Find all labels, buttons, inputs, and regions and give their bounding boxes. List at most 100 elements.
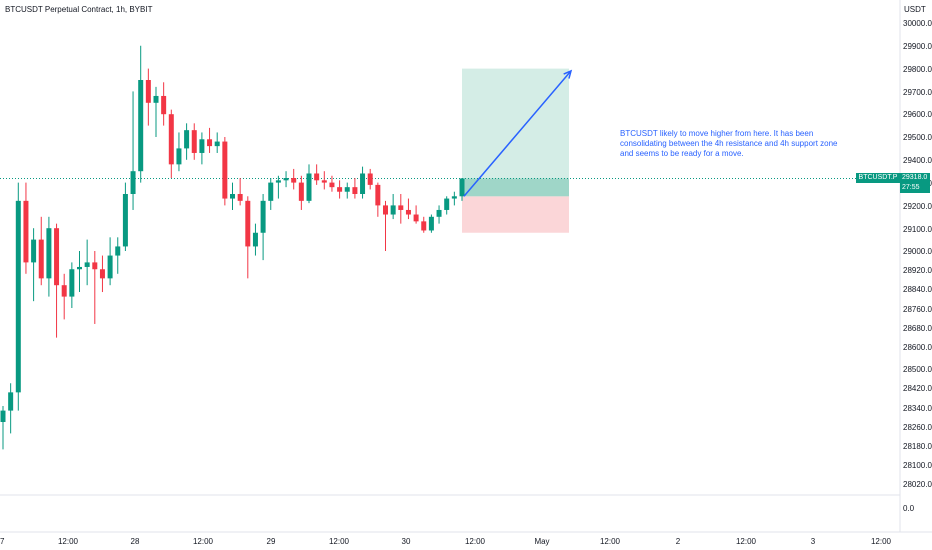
y-tick-label: 28760.0 [903, 305, 932, 314]
candle-body [31, 239, 37, 263]
candle-body [360, 173, 366, 194]
candle-body [283, 178, 289, 181]
candle-body [23, 200, 29, 263]
candle-body [367, 173, 373, 185]
y-tick-label: 29000.0 [903, 247, 932, 256]
candle-body [421, 221, 427, 231]
x-tick-label: 12:00 [871, 537, 892, 546]
candle-body [291, 178, 297, 183]
y-tick-label: 29800.0 [903, 65, 932, 74]
x-tick-label: 7 [0, 537, 5, 546]
last-price-label: 29318.0 27:55 [900, 173, 930, 193]
y-tick-label: 28840.0 [903, 285, 932, 294]
candle-body [398, 205, 404, 210]
candle-body [130, 171, 136, 194]
candle-body [298, 182, 304, 201]
candle-body [275, 180, 281, 183]
candle-body [314, 173, 320, 181]
y-tick-label: 29600.0 [903, 110, 932, 119]
candle-body [390, 205, 396, 215]
last-price-value: 29318.0 [902, 174, 928, 181]
candle-body [107, 255, 113, 279]
candle-body [207, 139, 213, 147]
candle-body [0, 410, 6, 422]
candle-body [268, 182, 274, 201]
candle-body [99, 269, 105, 279]
candle-body [199, 139, 205, 153]
candle-body [191, 130, 197, 153]
y-tick-label: 28600.0 [903, 343, 932, 352]
x-tick-label: 12:00 [193, 537, 214, 546]
y-tick-label: 29100.0 [903, 225, 932, 234]
symbol-tag: BTCUSDT.P [856, 173, 900, 183]
candle-body [375, 184, 381, 206]
candle-body [46, 228, 52, 279]
candle-body [84, 262, 90, 267]
currency-label: USDT [904, 5, 926, 14]
chart-annotation[interactable]: BTCUSDT likely to move higher from here.… [620, 129, 838, 158]
x-tick-label: 12:00 [58, 537, 79, 546]
candle-body [413, 214, 419, 222]
candle-body [8, 392, 14, 411]
y-tick-label: 28680.0 [903, 324, 932, 333]
candle-body [145, 80, 151, 103]
y-tick-label: 28500.0 [903, 365, 932, 374]
candle-body [436, 209, 442, 217]
forecast-arrow-line [463, 70, 572, 197]
y-tick-label: 28100.0 [903, 461, 932, 470]
y-tick-label: 28420.0 [903, 384, 932, 393]
candle-body [161, 95, 167, 115]
y-tick-label: 29900.0 [903, 42, 932, 51]
candle-body [138, 80, 144, 172]
candle-body [69, 269, 75, 297]
y-tick-label: 29200.0 [903, 202, 932, 211]
x-tick-label: 29 [267, 537, 276, 546]
candle-body [230, 194, 235, 199]
candle-body [306, 173, 312, 201]
y-tick-label: 28180.0 [903, 442, 932, 451]
x-tick-label: May [534, 537, 549, 546]
candle-body [176, 148, 182, 165]
y-tick-label: 28020.0 [903, 480, 932, 489]
candle-body [428, 216, 434, 231]
candle-body [444, 198, 450, 210]
x-tick-label: 12:00 [736, 537, 757, 546]
candle-body [383, 205, 388, 215]
candle-body [214, 141, 220, 147]
forecast-arrow-head [563, 69, 573, 79]
candle-body [61, 285, 67, 297]
candle-body [184, 130, 190, 149]
y-tick-label: 29500.0 [903, 133, 932, 142]
open-profit-zone [462, 178, 569, 197]
x-tick-label: 12:00 [329, 537, 350, 546]
candle-body [337, 187, 343, 192]
candle-body [115, 246, 121, 256]
candle-body [38, 239, 44, 279]
candle-body [237, 194, 243, 201]
x-tick-label: 28 [131, 537, 140, 546]
x-tick-label: 12:00 [600, 537, 621, 546]
x-tick-label: 12:00 [465, 537, 486, 546]
candle-body [405, 209, 411, 215]
candle-body [459, 178, 465, 197]
chart-title: BTCUSDT Perpetual Contract, 1h, BYBIT [5, 5, 153, 14]
stop-zone [462, 196, 569, 233]
x-tick-label: 2 [676, 537, 681, 546]
y-tick-label: 28340.0 [903, 404, 932, 413]
candle-body [352, 187, 358, 194]
x-tick-label: 30 [402, 537, 411, 546]
candle-body [451, 196, 457, 199]
candle-body [92, 262, 98, 270]
candle-body [54, 228, 60, 286]
candle-body [245, 200, 251, 247]
candle-body [252, 232, 258, 247]
candle-body [329, 182, 335, 188]
y-tick-label: 29700.0 [903, 88, 932, 97]
y-tick-label: 29400.0 [903, 156, 932, 165]
candle-body [168, 114, 174, 165]
candle-body [222, 141, 228, 199]
candle-body [321, 180, 327, 183]
candle-body [122, 194, 128, 247]
